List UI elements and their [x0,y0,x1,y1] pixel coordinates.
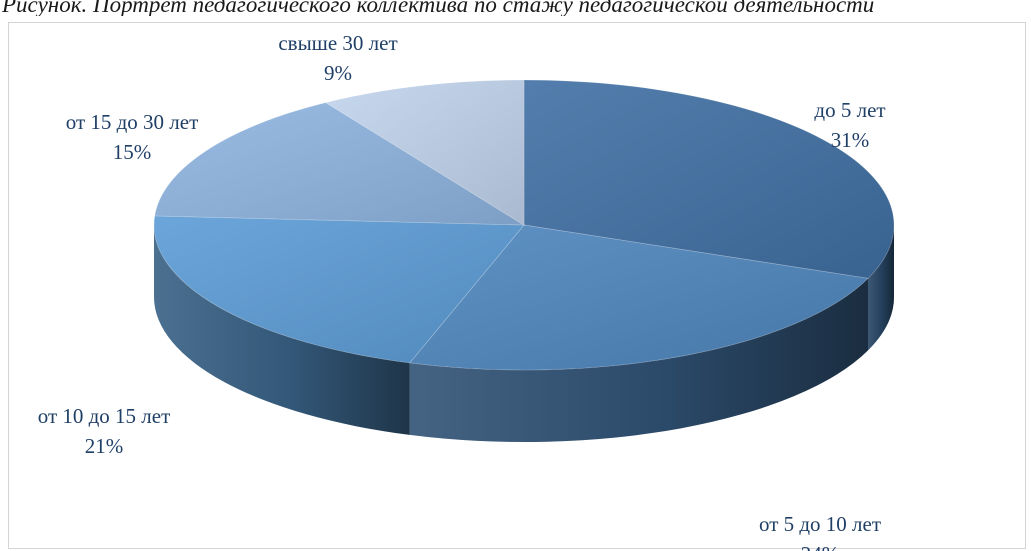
slice-side-shade-1 [409,278,869,442]
slice-side-shade-0 [868,225,894,351]
figure-caption: Рисунок. Портрет педагогического коллект… [2,0,875,16]
slice-percent-label: 9% [324,61,352,85]
slice-category-label: от 5 до 10 лет [759,512,881,536]
slice-percent-label: 24% [801,542,840,551]
slice-percent-label: 15% [113,140,152,164]
pie-slice-shade-0 [524,80,894,279]
slice-side-shade-2 [154,225,410,435]
pie-slice-shade-3 [154,102,525,225]
slice-category-label: от 10 до 15 лет [38,404,171,428]
slice-category-label: до 5 лет [814,98,885,122]
pie-slice-shade-2 [154,215,525,363]
pie-slice-shade-1 [409,225,869,370]
chart-frame [8,22,1026,549]
slice-percent-label: 31% [831,128,870,152]
slice-percent-label: 21% [85,434,124,458]
slice-category-label: свыше 30 лет [278,31,397,55]
slice-category-label: от 15 до 30 лет [66,110,199,134]
pie-slice-shade-4 [325,80,524,225]
